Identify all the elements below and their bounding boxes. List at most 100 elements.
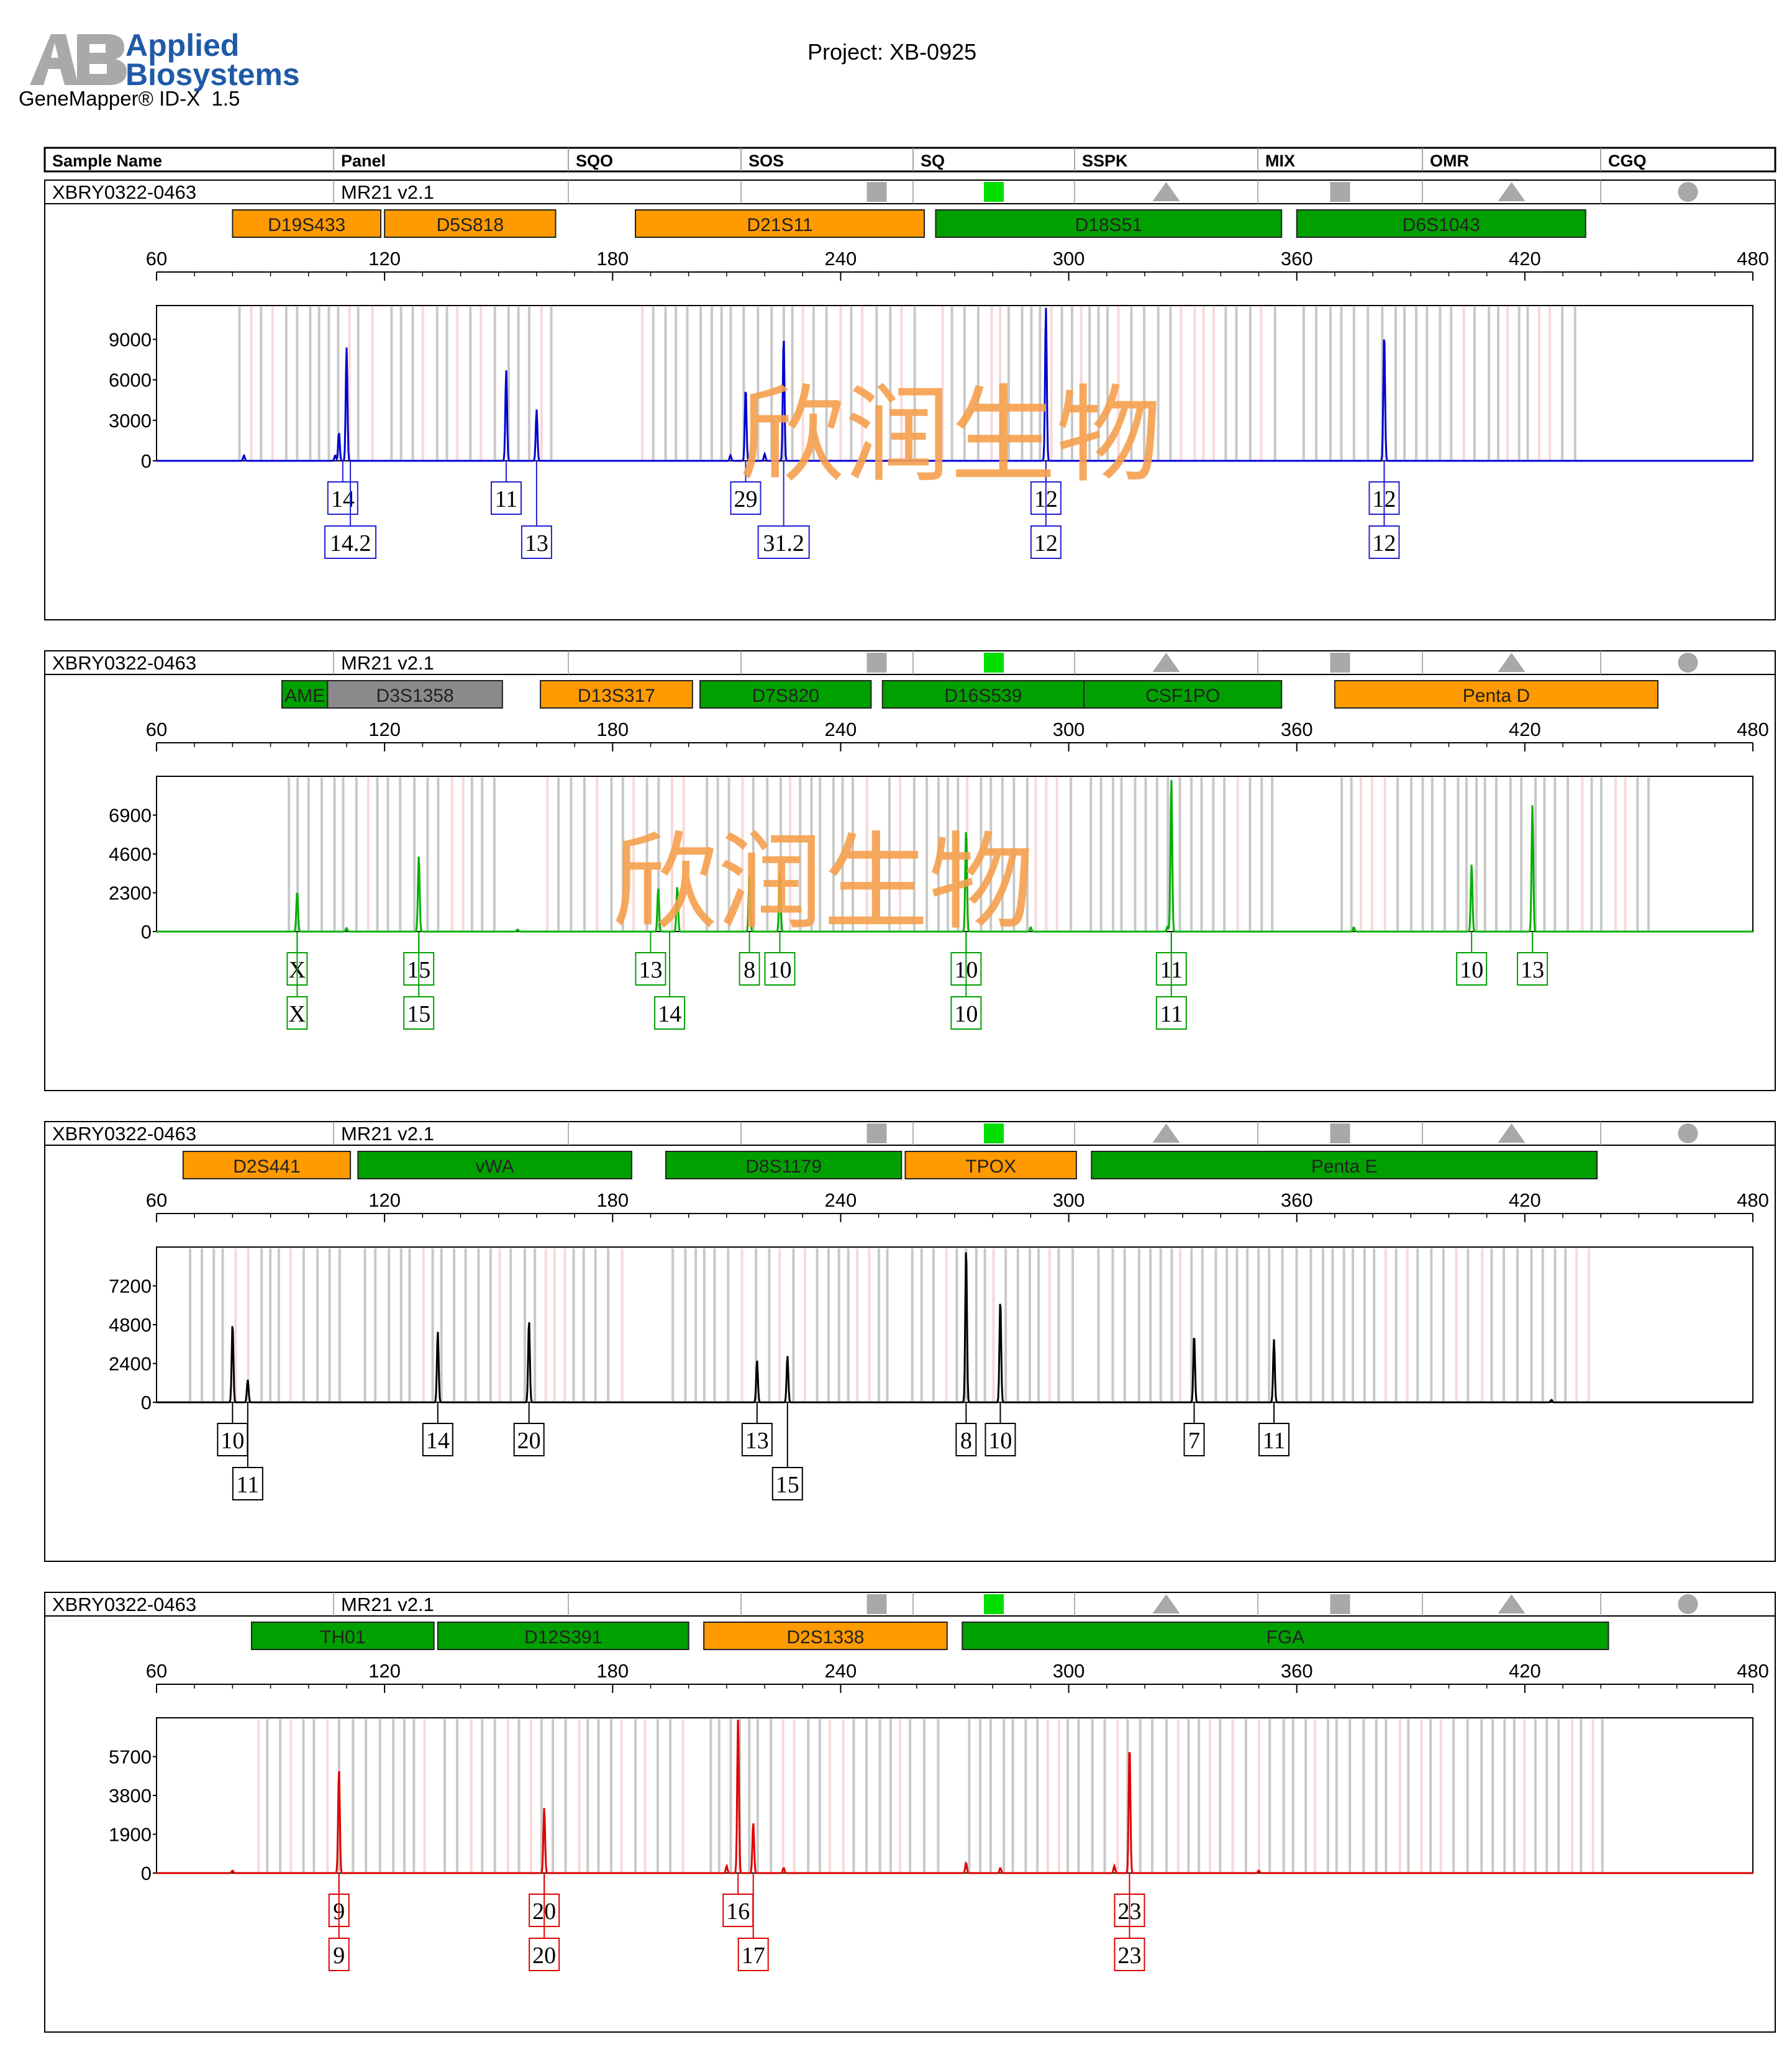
bin-marker (1178, 1248, 1181, 1401)
allele-box (422, 1423, 453, 1456)
bin-marker (980, 778, 983, 930)
marker-d2s1338 (703, 1622, 948, 1650)
allele-label: 13 (525, 530, 548, 556)
bin-marker (269, 1248, 272, 1401)
x-tick-label: 420 (1509, 719, 1541, 740)
marker-label: D3S1358 (376, 686, 454, 706)
bin-marker (799, 778, 802, 930)
bin-marker (1407, 1719, 1410, 1872)
bin-marker (766, 778, 769, 930)
bin-marker (386, 778, 389, 930)
bin-marker (456, 307, 459, 460)
bin-marker (1340, 307, 1343, 460)
bin-marker (706, 778, 709, 930)
bin-marker (1012, 778, 1016, 930)
x-tick-label: 120 (368, 719, 401, 740)
bin-marker (913, 307, 916, 460)
allele-label: 13 (745, 1428, 769, 1454)
bin-marker (923, 1719, 926, 1872)
bin-marker (1235, 307, 1238, 460)
bin-marker (552, 1719, 555, 1872)
bin-marker (413, 778, 416, 930)
allele-call: 14.2 (324, 461, 377, 559)
allele-call: 11 (490, 461, 522, 515)
bin-marker (1169, 307, 1172, 460)
bin-marker (1342, 1248, 1345, 1401)
allele-box (764, 952, 796, 986)
allele-box (757, 525, 810, 559)
allele-call: 15 (403, 932, 435, 1030)
bin-marker (189, 1248, 192, 1401)
bin-marker (1224, 307, 1227, 460)
x-tick-label: 480 (1737, 719, 1769, 740)
bin-marker (664, 307, 667, 460)
bin-marker (713, 1248, 716, 1401)
bin-marker (778, 1248, 781, 1401)
bin-marker (852, 778, 855, 930)
bin-marker (989, 1719, 992, 1872)
allele-label: 14 (331, 486, 355, 512)
bin-marker (1367, 307, 1370, 460)
bin-marker (403, 1719, 406, 1872)
bin-marker (221, 1248, 224, 1401)
bin-marker (937, 778, 940, 930)
x-tick-label: 180 (596, 1660, 629, 1682)
y-tick-label: 9000 (109, 329, 152, 350)
allele-call: 20 (529, 1873, 560, 1971)
bin-marker (1415, 307, 1418, 460)
allele-label: 11 (237, 1472, 260, 1498)
bin-marker (1091, 1719, 1094, 1872)
bin-marker (529, 1719, 532, 1872)
bin-marker (342, 778, 345, 930)
allele-box (1030, 525, 1062, 559)
quality-square-icon (866, 653, 887, 673)
bin-marker (801, 307, 804, 460)
bin-marker (1403, 307, 1406, 460)
electropherogram-panel: XBRY0322-0463 MR21 v2.1 TH01 D12S391 D2S1338… (44, 1592, 1776, 2033)
bin-marker (1037, 1248, 1040, 1401)
bin-marker (1370, 778, 1373, 930)
bin-marker (1329, 307, 1332, 460)
bin-marker (610, 778, 613, 930)
bin-marker (527, 307, 530, 460)
bin-marker (889, 307, 892, 460)
bin-marker (1467, 1248, 1470, 1401)
bin-marker (1190, 1248, 1193, 1401)
bin-marker (878, 1719, 881, 1872)
allele-call: 9 (328, 1873, 350, 1971)
bin-marker (856, 1248, 859, 1401)
marker-csf1po (1083, 680, 1283, 709)
bin-marker (1503, 1719, 1506, 1872)
bin-marker (1636, 778, 1639, 930)
bin-marker (279, 1719, 282, 1872)
bin-marker (371, 307, 374, 460)
allele-call: 11 (1258, 1402, 1289, 1456)
y-tick-label: 1900 (109, 1824, 152, 1846)
allele-box (403, 996, 435, 1030)
bin-marker (865, 1719, 868, 1872)
bin-marker (312, 1719, 316, 1872)
bin-marker (768, 1248, 771, 1401)
electropherogram-panel: XBRY0322-0463 MR21 v2.1 D19S433 D5S818 D21S1… (44, 179, 1776, 620)
bin-marker (462, 778, 465, 930)
allele-label: 29 (734, 486, 757, 512)
y-tick-label: 6000 (109, 370, 152, 391)
marker-label: D21S11 (747, 215, 812, 235)
quality-square-icon (1330, 1594, 1350, 1614)
bin-marker (752, 778, 755, 930)
bin-marker (963, 307, 966, 460)
bin-marker (266, 1719, 269, 1872)
allele-label: 14 (426, 1428, 450, 1454)
bin-marker (378, 1719, 381, 1872)
bin-marker (421, 307, 424, 460)
bin-marker (1260, 778, 1263, 930)
bin-marker (878, 1248, 881, 1401)
bin-marker (748, 1719, 751, 1872)
bin-marker (423, 1719, 426, 1872)
bin-marker (699, 307, 703, 460)
allele-label: 20 (517, 1428, 541, 1454)
bin-marker (861, 307, 864, 460)
bin-marker (1167, 778, 1170, 930)
ab-logo-mark (30, 34, 127, 85)
bin-marker (498, 1248, 501, 1401)
